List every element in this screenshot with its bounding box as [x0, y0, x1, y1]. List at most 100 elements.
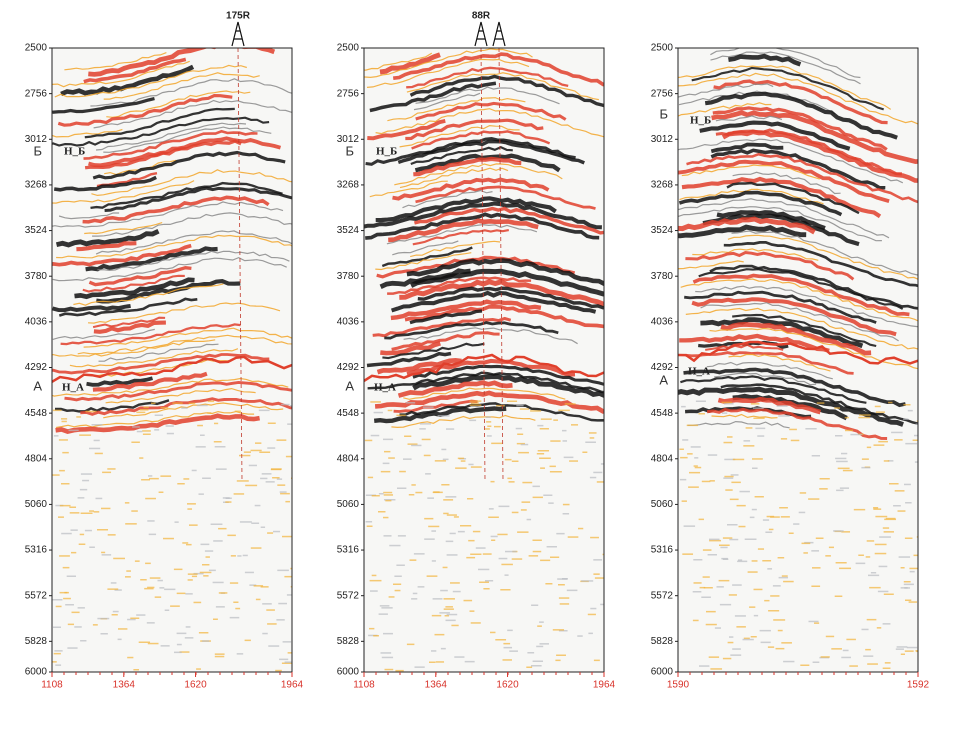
reflector	[417, 286, 604, 310]
noise-dot	[549, 465, 556, 468]
noise-dot	[214, 653, 225, 655]
noise-dot	[729, 498, 739, 501]
noise-dot	[730, 654, 742, 656]
noise-dot	[903, 583, 914, 586]
noise-dot	[516, 404, 524, 407]
noise-dot	[197, 424, 203, 427]
horizon-name: Н_Б	[376, 146, 397, 158]
y-tick-label: 5316	[651, 545, 674, 556]
noise-dot	[883, 593, 894, 595]
noise-dot	[277, 569, 289, 572]
reflector	[88, 48, 276, 77]
noise-dot	[383, 632, 393, 635]
noise-dot	[537, 450, 550, 452]
noise-dot	[753, 614, 759, 617]
noise-dot	[521, 501, 531, 503]
reflector	[721, 129, 918, 183]
noise-dot	[707, 554, 717, 556]
noise-dot	[729, 636, 734, 638]
y-tick-label: 2756	[337, 88, 360, 99]
noise-dot	[112, 610, 119, 613]
noise-dot	[729, 538, 739, 541]
noise-dot	[836, 489, 844, 492]
noise-dot	[125, 576, 131, 578]
noise-dot	[466, 556, 476, 559]
noise-dot	[894, 490, 905, 492]
noise-dot	[164, 609, 170, 611]
noise-dot	[548, 502, 554, 504]
y-tick-label: 5572	[337, 590, 360, 601]
noise-dot	[745, 427, 753, 429]
noise-dot	[532, 496, 543, 499]
reflector	[92, 371, 208, 392]
y-tick-label: 3268	[337, 180, 360, 191]
noise-dot	[218, 527, 227, 530]
reflector	[88, 266, 192, 287]
noise-dot	[136, 614, 146, 616]
noise-dot	[130, 617, 140, 619]
horizon-label: А	[345, 378, 354, 393]
reflector	[727, 234, 918, 280]
noise-dot	[427, 497, 435, 499]
x-tick-label: 1964	[593, 680, 616, 691]
noise-dot	[53, 435, 59, 437]
reflector	[104, 186, 292, 213]
noise-dot	[62, 566, 70, 569]
noise-dot	[475, 547, 486, 549]
noise-dot	[249, 584, 257, 586]
noise-dot	[136, 430, 143, 433]
reflector	[403, 387, 566, 400]
reflector	[52, 180, 195, 204]
noise-dot	[369, 579, 382, 582]
reflector	[369, 180, 448, 198]
noise-dot	[747, 571, 758, 573]
noise-dot	[487, 425, 492, 427]
noise-dot	[695, 400, 706, 402]
noise-dot	[107, 588, 119, 590]
noise-dot	[276, 478, 283, 480]
noise-dot	[189, 524, 198, 526]
noise-dot	[727, 641, 734, 644]
noise-dot	[808, 498, 820, 500]
noise-dot	[707, 454, 718, 456]
noise-dot	[905, 502, 912, 504]
noise-dot	[460, 460, 466, 462]
noise-dot	[889, 483, 899, 485]
y-tick-label: 2756	[25, 88, 48, 99]
y-tick-label: 3268	[651, 180, 674, 191]
noise-dot	[878, 440, 888, 443]
noise-dot	[154, 414, 164, 416]
noise-dot	[694, 466, 702, 469]
noise-dot	[244, 571, 254, 574]
noise-dot	[426, 575, 438, 577]
reflector	[380, 341, 441, 356]
y-tick-label: 5060	[337, 499, 360, 510]
reflector	[387, 276, 532, 295]
noise-dot	[452, 590, 461, 593]
noise-dot	[145, 562, 151, 565]
noise-dot	[718, 579, 730, 582]
reflector	[717, 396, 822, 415]
noise-dot	[255, 598, 261, 601]
noise-dot	[235, 607, 241, 610]
noise-dot	[237, 555, 242, 557]
noise-dot	[393, 583, 402, 585]
y-tick-label: 3524	[651, 225, 674, 236]
reflector	[95, 230, 292, 255]
noise-dot	[891, 431, 903, 434]
noise-dot	[687, 453, 693, 455]
noise-dot	[519, 408, 530, 410]
y-tick-label: 4804	[651, 453, 674, 464]
noise-dot	[213, 540, 223, 542]
noise-dot	[485, 416, 491, 418]
well-derrick	[231, 21, 245, 47]
noise-dot	[78, 543, 86, 545]
reflector	[680, 278, 918, 322]
noise-dot	[93, 511, 100, 513]
noise-dot	[799, 492, 807, 494]
noise-dot	[491, 442, 503, 445]
noise-dot	[133, 669, 140, 671]
y-tick-label: 5060	[25, 499, 48, 510]
reflector	[393, 399, 478, 413]
horizon-name: Н_А	[374, 382, 396, 394]
